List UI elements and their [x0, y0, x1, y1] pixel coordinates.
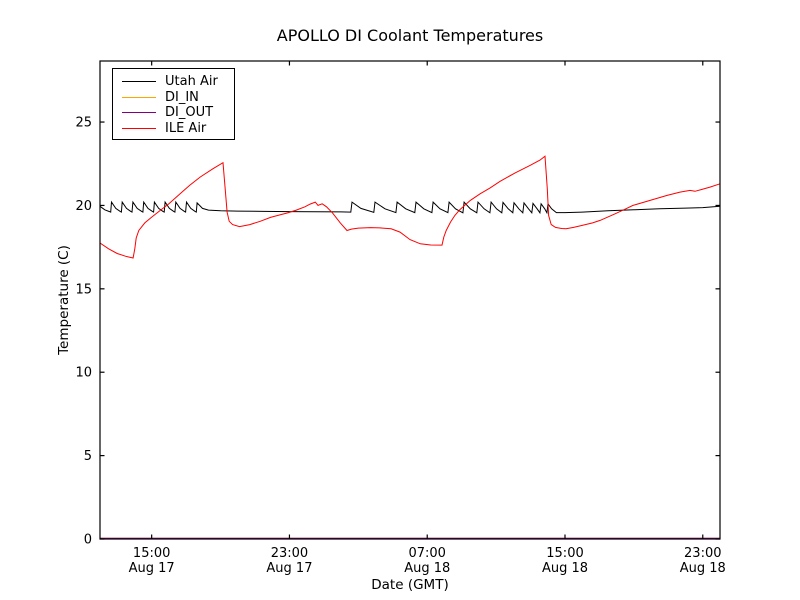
legend-line-di-out	[122, 112, 156, 114]
y-tick-label: 25	[75, 116, 92, 131]
x-tick-label: 23:00 Aug 17	[266, 546, 312, 576]
legend-item-di-out: DI_OUT	[122, 105, 234, 121]
chart-title: APOLLO DI Coolant Temperatures	[276, 26, 544, 45]
x-tick-label: 15:00 Aug 18	[542, 546, 588, 576]
legend-item-utah-air: Utah Air	[122, 74, 234, 90]
x-tick-label: 23:00 Aug 18	[680, 546, 726, 576]
legend-label: DI_IN	[165, 89, 199, 105]
legend-item-ile-air: ILE Air	[122, 121, 234, 137]
legend-label: DI_OUT	[165, 105, 214, 121]
y-tick-label: 0	[84, 533, 92, 548]
y-tick-label: 20	[75, 199, 92, 214]
y-tick-label: 10	[75, 366, 92, 381]
series-line-ile-air	[99, 155, 721, 259]
legend-label: ILE Air	[165, 120, 207, 136]
legend-line-di-in	[122, 96, 156, 98]
legend-label: Utah Air	[165, 74, 218, 90]
series-line-utah-air	[99, 200, 721, 215]
y-tick-label: 15	[75, 282, 92, 297]
x-tick-label: 15:00 Aug 17	[129, 546, 175, 576]
legend-item-di-in: DI_IN	[122, 90, 234, 106]
y-tick-label: 5	[84, 449, 92, 464]
x-tick-label: 07:00 Aug 18	[404, 546, 450, 576]
legend: Utah Air DI_IN DI_OUT ILE Air	[112, 68, 235, 140]
legend-line-ile-air	[122, 127, 156, 129]
x-axis-label: Date (GMT)	[371, 577, 449, 593]
legend-line-utah-air	[122, 81, 156, 83]
plot-frame	[99, 60, 721, 540]
